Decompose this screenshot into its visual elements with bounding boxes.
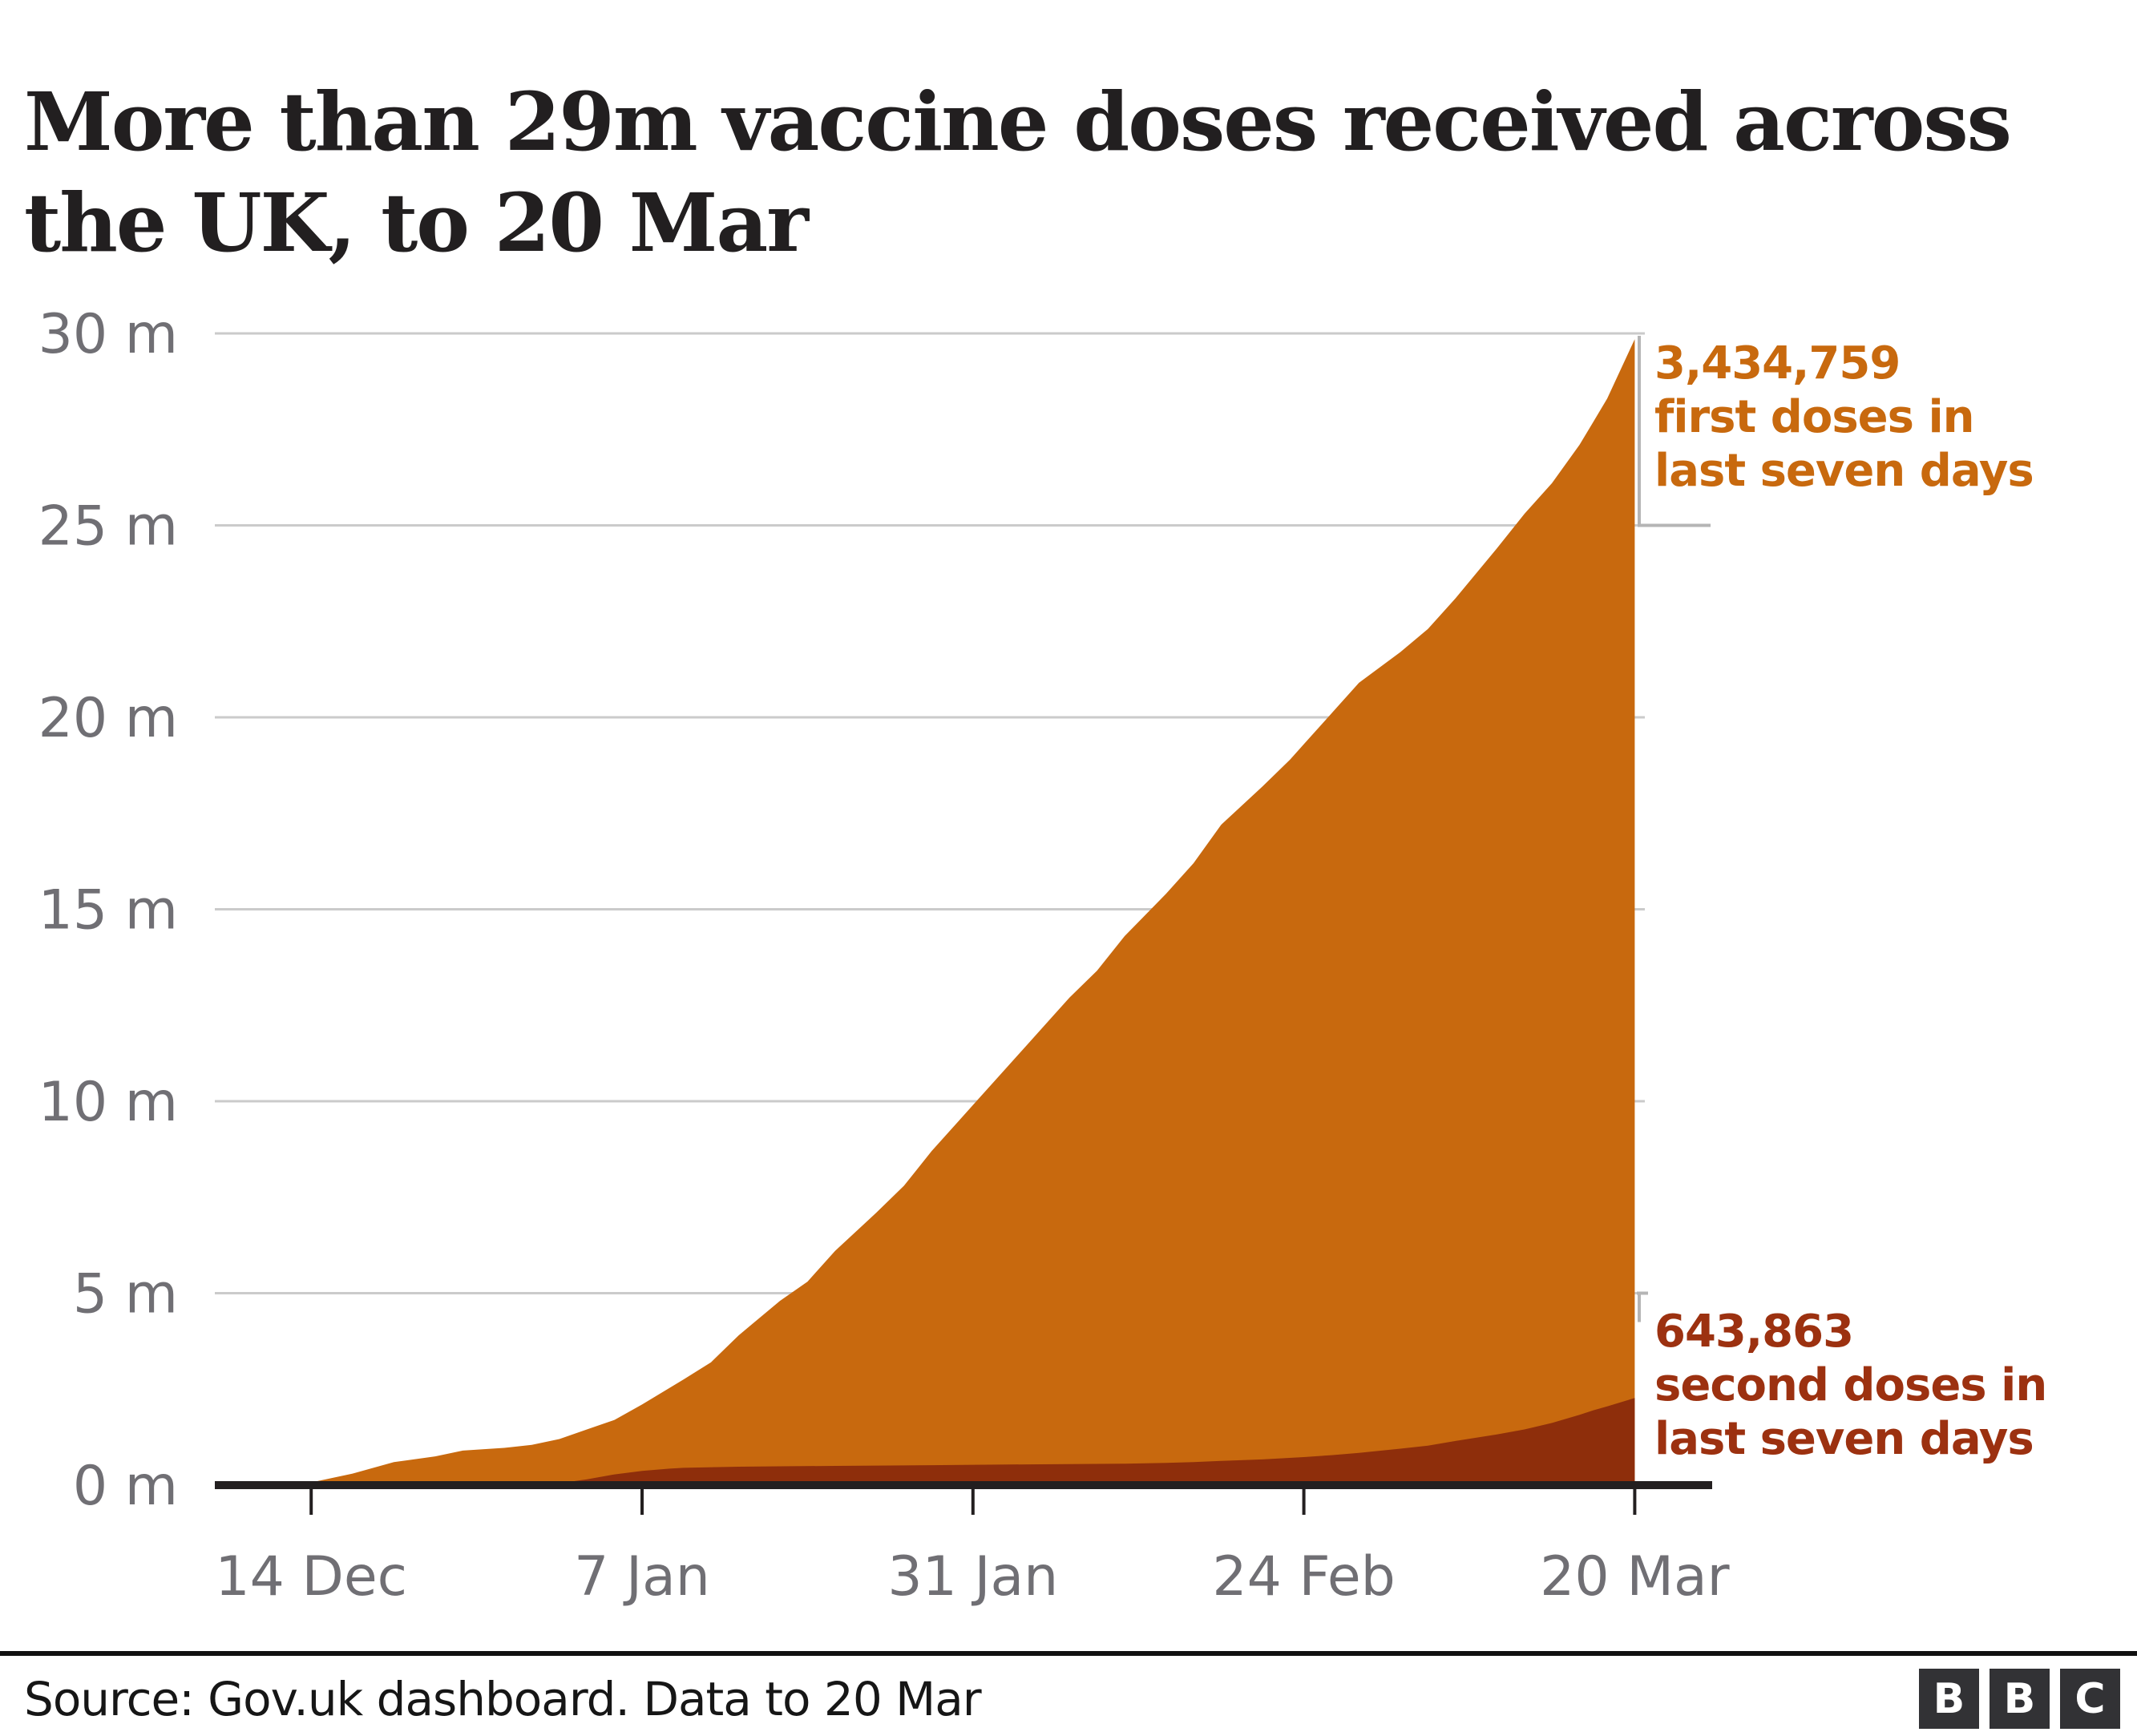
x-axis-tick-label-14-dec: 14 Dec — [215, 1545, 407, 1609]
y-axis-label-20m: 20 m — [38, 687, 178, 750]
y-axis-label-10m: 10 m — [38, 1071, 178, 1134]
y-axis-label-15m: 15 m — [38, 878, 178, 942]
bbc-logo-block-b1: B — [1919, 1669, 1979, 1729]
x-axis-tick-label-20-mar: 20 Mar — [1540, 1545, 1729, 1609]
bbc-logo-block-c: C — [2060, 1669, 2120, 1729]
chart-title: More than 29m vaccine doses received acr… — [24, 71, 2076, 273]
second-doses-leader-line — [1637, 1291, 1648, 1322]
axis-group — [215, 1481, 1712, 1515]
x-axis-tick-label-24-feb: 24 Feb — [1212, 1545, 1396, 1609]
chart-title-line-2: the UK, to 20 Mar — [24, 176, 809, 270]
x-axis-tick-label-7-jan: 7 Jan — [574, 1545, 710, 1609]
annotation-leader-lines-group — [1637, 336, 1711, 1322]
first-doses-label-line-2: last seven days — [1654, 445, 2034, 497]
area-series-group — [297, 339, 1635, 1486]
y-axis-label-5m: 5 m — [73, 1262, 178, 1326]
source-credit: Source: Gov.uk dashboard. Data to 20 Mar — [24, 1672, 982, 1726]
bbc-logo-block-b2: B — [1990, 1669, 2050, 1729]
second-doses-value: 643,863 — [1654, 1306, 1854, 1358]
x-axis-line — [215, 1481, 1712, 1489]
bbc-logo: B B C — [1919, 1669, 2120, 1729]
second-doses-annotation: 643,863 second doses in last seven days — [1654, 1305, 2127, 1466]
first-doses-annotation: 3,434,759 first doses in last seven days — [1654, 337, 2127, 498]
second-doses-label-line-1: second doses in — [1654, 1359, 2047, 1411]
area-all-doses — [297, 339, 1635, 1486]
y-axis-label-25m: 25 m — [38, 495, 178, 558]
first-doses-value: 3,434,759 — [1654, 337, 1901, 390]
axis-labels-group: 0 m 5 m 10 m 15 m 20 m 25 m 30 m 14 Dec 7 Jan 31 … — [38, 303, 1730, 1609]
first-doses-leader-line — [1638, 336, 1711, 527]
first-doses-label-line-1: first doses in — [1654, 391, 1975, 443]
chart-title-line-1: More than 29m vaccine doses received acr… — [24, 75, 2012, 169]
area-second-doses — [297, 1398, 1635, 1485]
footer-divider — [0, 1651, 2137, 1656]
y-axis-label-0m: 0 m — [73, 1455, 178, 1518]
y-axis-label-30m: 30 m — [38, 303, 178, 366]
x-axis-tick-label-31-jan: 31 Jan — [887, 1545, 1058, 1609]
second-doses-label-line-2: last seven days — [1654, 1413, 2034, 1465]
